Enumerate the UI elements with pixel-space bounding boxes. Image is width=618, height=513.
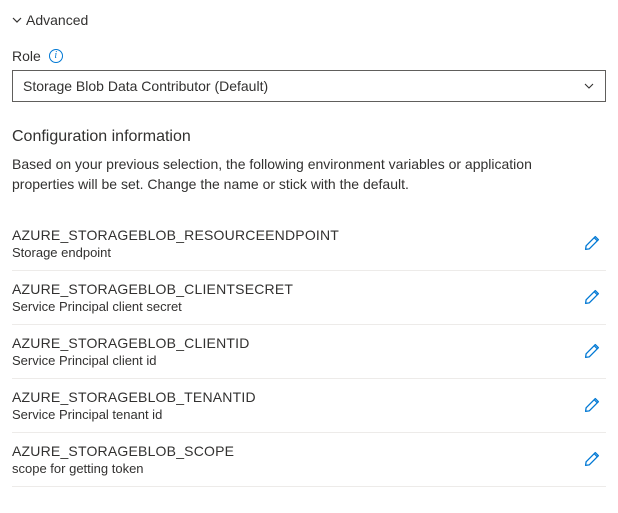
advanced-expander[interactable]: Advanced [12,12,606,28]
config-var-name: AZURE_STORAGEBLOB_TENANTID [12,389,256,405]
config-list: AZURE_STORAGEBLOB_RESOURCEENDPOINT Storag… [12,217,606,487]
config-section-title: Configuration information [12,128,606,146]
edit-button[interactable] [578,337,606,365]
edit-button[interactable] [578,229,606,257]
config-var-name: AZURE_STORAGEBLOB_CLIENTSECRET [12,281,293,297]
config-var-desc: Service Principal client id [12,353,250,368]
config-row: AZURE_STORAGEBLOB_RESOURCEENDPOINT Storag… [12,217,606,271]
config-var-name: AZURE_STORAGEBLOB_SCOPE [12,443,234,459]
chevron-down-icon [12,15,22,25]
config-row: AZURE_STORAGEBLOB_CLIENTSECRET Service Pr… [12,271,606,325]
pencil-icon [583,288,601,306]
config-row: AZURE_STORAGEBLOB_TENANTID Service Princi… [12,379,606,433]
config-var-name: AZURE_STORAGEBLOB_CLIENTID [12,335,250,351]
chevron-down-icon [583,80,595,92]
edit-button[interactable] [578,391,606,419]
config-var-desc: Service Principal client secret [12,299,293,314]
config-row: AZURE_STORAGEBLOB_CLIENTID Service Princi… [12,325,606,379]
role-dropdown[interactable]: Storage Blob Data Contributor (Default) [12,70,606,102]
advanced-label: Advanced [26,12,88,28]
config-row: AZURE_STORAGEBLOB_SCOPEscope for getting… [12,433,606,487]
config-var-desc: Storage endpoint [12,245,339,260]
config-section-description: Based on your previous selection, the fo… [12,154,592,195]
pencil-icon [583,234,601,252]
edit-button[interactable] [578,283,606,311]
role-selected-value: Storage Blob Data Contributor (Default) [23,78,268,94]
pencil-icon [583,342,601,360]
info-icon[interactable]: i [49,49,63,63]
config-var-name: AZURE_STORAGEBLOB_RESOURCEENDPOINT [12,227,339,243]
edit-button[interactable] [578,445,606,473]
role-label: Role [12,48,41,64]
pencil-icon [583,450,601,468]
config-var-desc: scope for getting token [12,461,234,476]
config-var-desc: Service Principal tenant id [12,407,256,422]
pencil-icon [583,396,601,414]
